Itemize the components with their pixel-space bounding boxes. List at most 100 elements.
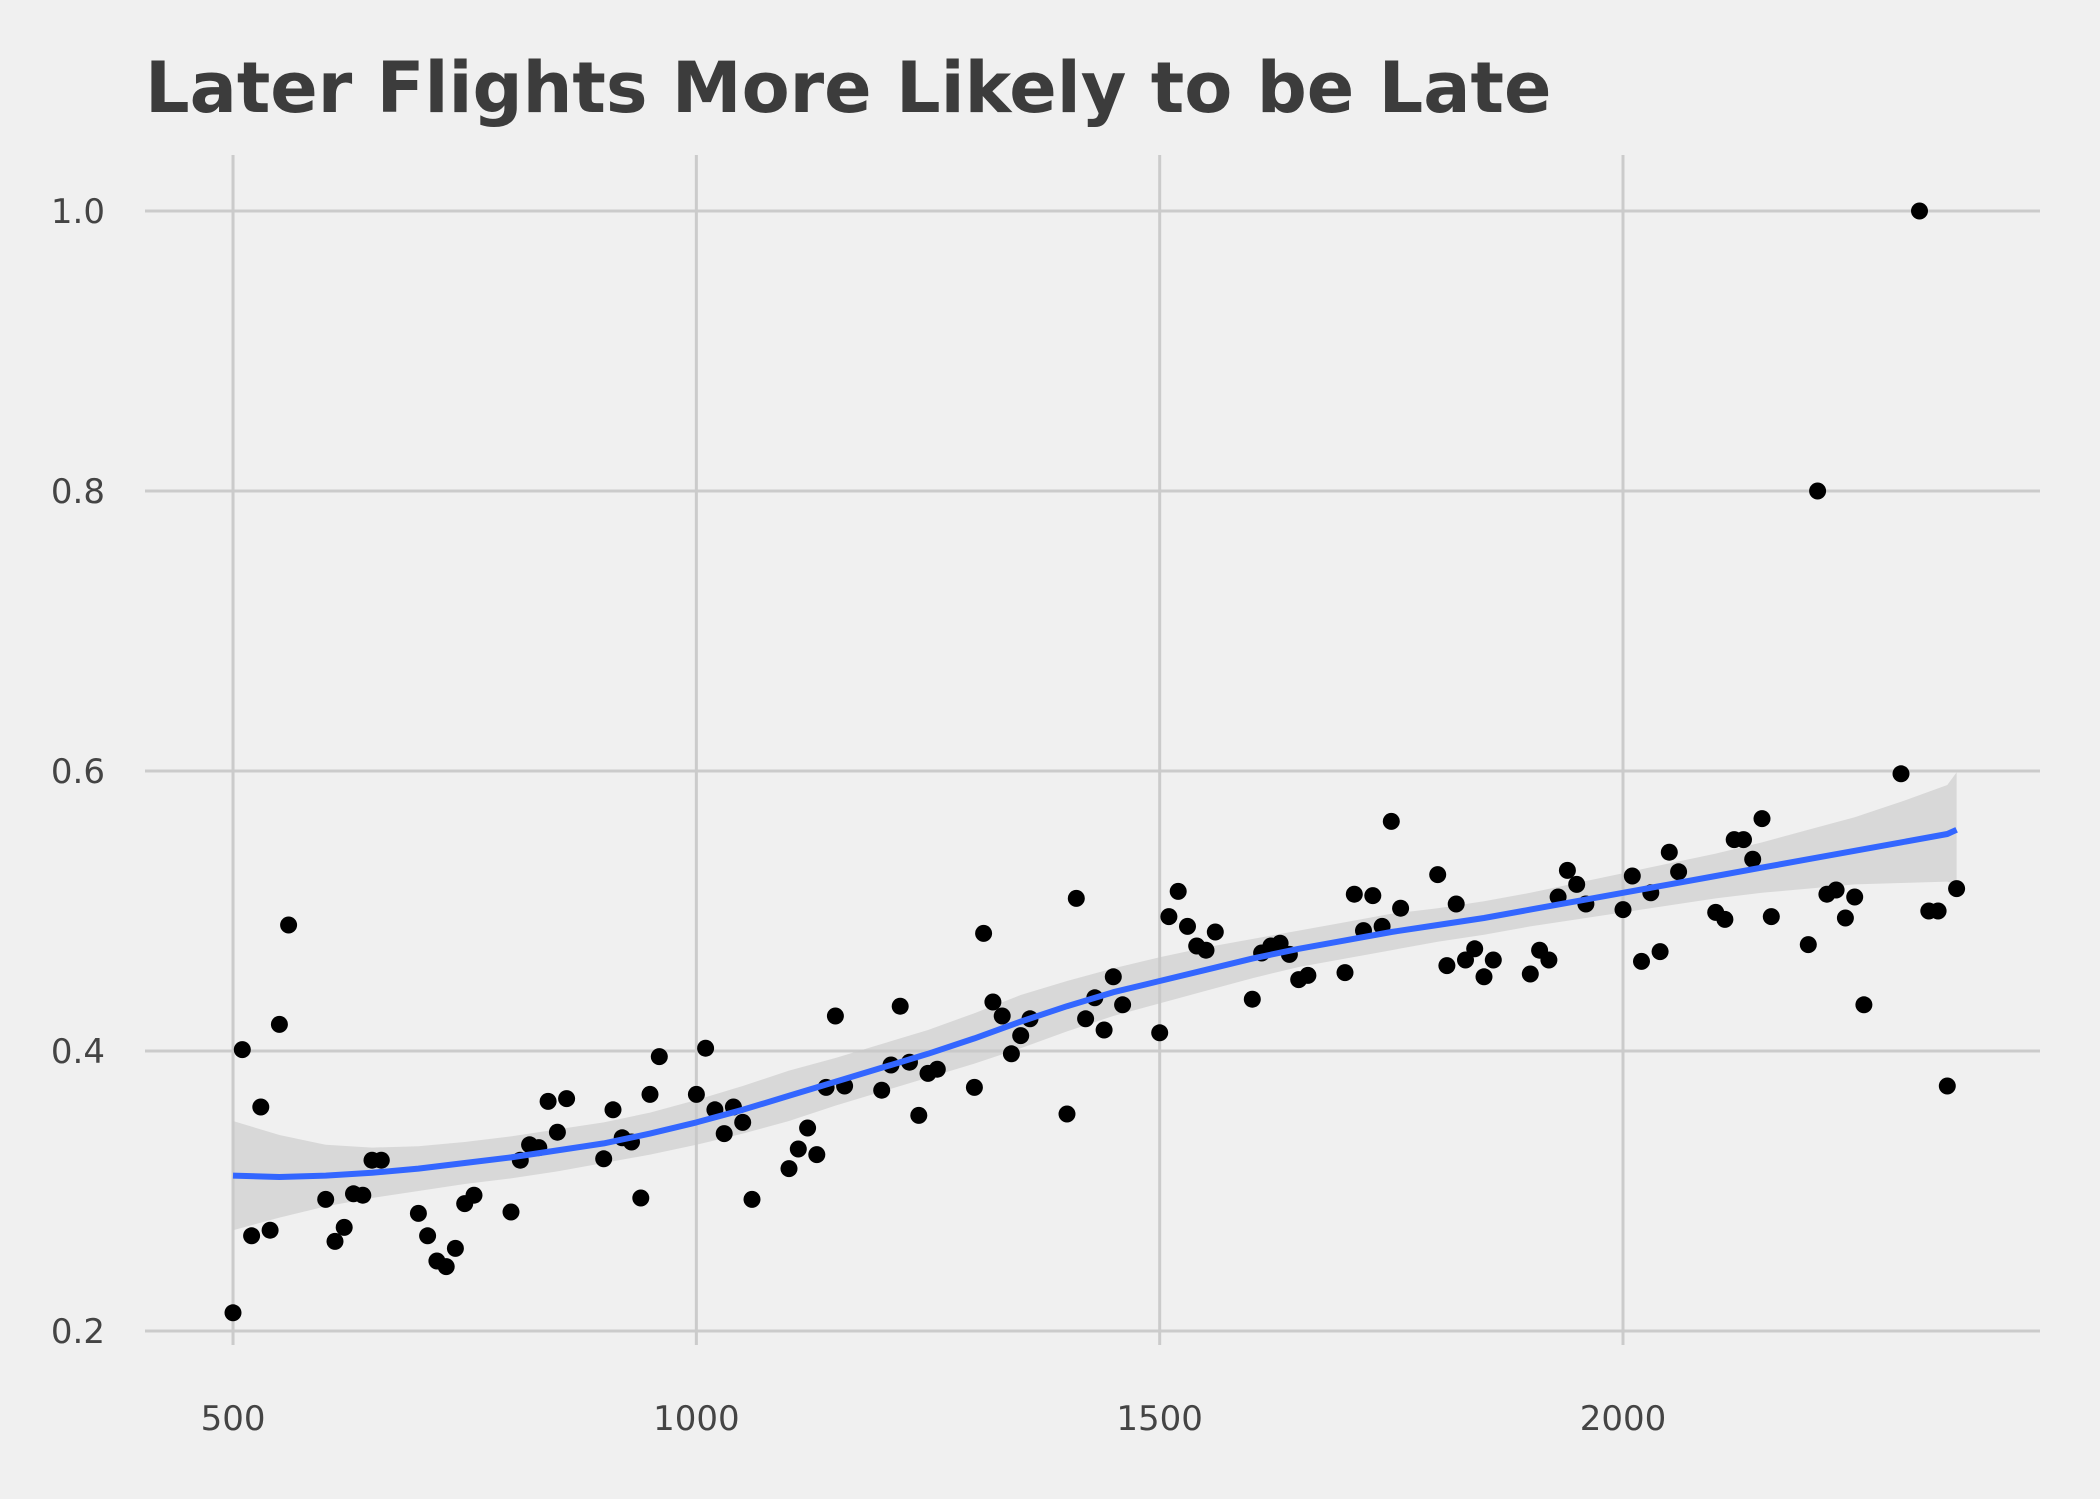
data-point	[1179, 917, 1196, 935]
data-point	[252, 1098, 270, 1116]
x-tick-label: 2000	[1580, 1399, 1667, 1439]
data-point	[1762, 908, 1780, 926]
data-point	[910, 1106, 928, 1124]
data-point	[1716, 910, 1734, 928]
data-point	[1447, 895, 1465, 913]
y-tick-label: 0.8	[51, 472, 105, 512]
data-point	[326, 1232, 344, 1250]
data-point	[780, 1160, 798, 1178]
smooth-line	[232, 827, 1958, 1180]
data-point	[1670, 863, 1688, 881]
data-point	[965, 1078, 983, 1096]
data-point	[1558, 861, 1576, 879]
data-point	[1299, 966, 1317, 984]
data-point	[1002, 1045, 1020, 1063]
y-tick-label: 1.0	[51, 192, 105, 232]
data-point	[1197, 941, 1215, 959]
data-point	[1345, 885, 1363, 903]
data-point	[1429, 866, 1447, 884]
data-point	[1521, 965, 1539, 983]
data-point	[1169, 882, 1187, 900]
data-point	[789, 1140, 807, 1158]
data-point	[1012, 1027, 1030, 1045]
data-point	[743, 1190, 761, 1208]
data-point	[1753, 810, 1771, 828]
data-point	[1809, 482, 1827, 500]
smooth-trend-line	[232, 827, 1958, 1180]
data-point	[1660, 843, 1678, 861]
data-point	[465, 1186, 483, 1204]
data-point	[1892, 765, 1910, 783]
data-point	[317, 1190, 335, 1208]
data-point	[1568, 875, 1586, 893]
data-point	[446, 1239, 464, 1257]
data-point	[243, 1227, 261, 1245]
data-point	[1243, 990, 1261, 1008]
x-tick-label: 1500	[1116, 1399, 1203, 1439]
grid	[145, 155, 2040, 1345]
data-point	[270, 1015, 288, 1033]
data-point	[1827, 881, 1845, 899]
data-point	[697, 1039, 715, 1057]
data-point	[335, 1218, 353, 1236]
data-point	[1392, 899, 1410, 917]
data-point	[1540, 951, 1558, 969]
data-point	[419, 1227, 437, 1245]
data-point	[1457, 951, 1474, 969]
data-point	[1948, 880, 1966, 898]
data-point	[734, 1113, 752, 1131]
chart-title: Later Flights More Likely to be Late	[145, 47, 1551, 129]
data-point	[715, 1125, 733, 1143]
data-point	[1364, 887, 1382, 905]
y-axis-ticks: 0.2 0.4 0.6 0.8 1.0	[51, 192, 105, 1352]
data-point	[1058, 1105, 1076, 1123]
data-point	[1271, 934, 1289, 952]
y-tick-label: 0.2	[51, 1312, 105, 1352]
data-point	[873, 1081, 891, 1099]
data-point	[604, 1101, 622, 1119]
data-point	[1104, 968, 1122, 986]
data-point	[224, 1304, 242, 1322]
data-point	[1836, 909, 1854, 927]
data-point	[1855, 996, 1873, 1014]
data-point	[799, 1119, 817, 1137]
x-tick-label: 500	[201, 1399, 266, 1439]
data-point	[1095, 1021, 1113, 1039]
data-point	[1911, 202, 1928, 220]
data-point	[261, 1221, 279, 1239]
data-point	[1633, 952, 1650, 970]
data-point	[1077, 1010, 1095, 1028]
data-point	[641, 1085, 659, 1103]
data-point	[539, 1092, 557, 1110]
x-tick-label: 1000	[653, 1399, 740, 1439]
data-point	[1799, 936, 1817, 954]
data-point	[437, 1258, 455, 1276]
data-point	[1735, 831, 1752, 849]
data-point	[891, 997, 909, 1015]
data-point	[502, 1203, 520, 1221]
data-point	[1466, 940, 1484, 958]
x-axis-ticks: 500 1000 1500 2000	[201, 1399, 1667, 1439]
data-point	[548, 1123, 566, 1141]
data-point	[1151, 1024, 1169, 1042]
data-point	[233, 1041, 251, 1059]
data-point	[1744, 850, 1762, 868]
data-point	[993, 1007, 1011, 1025]
data-point	[1938, 1077, 1956, 1095]
data-point	[1067, 889, 1085, 907]
data-point	[632, 1189, 650, 1207]
data-point	[558, 1090, 576, 1108]
data-point	[409, 1204, 427, 1222]
data-point	[1846, 888, 1864, 906]
data-points	[224, 202, 1966, 1322]
data-point	[975, 924, 993, 942]
data-point	[1614, 901, 1632, 919]
data-point	[1623, 867, 1641, 885]
data-point	[687, 1085, 705, 1103]
data-point	[1929, 902, 1947, 920]
data-point	[650, 1048, 668, 1066]
data-point	[1336, 964, 1354, 982]
data-point	[928, 1060, 946, 1078]
